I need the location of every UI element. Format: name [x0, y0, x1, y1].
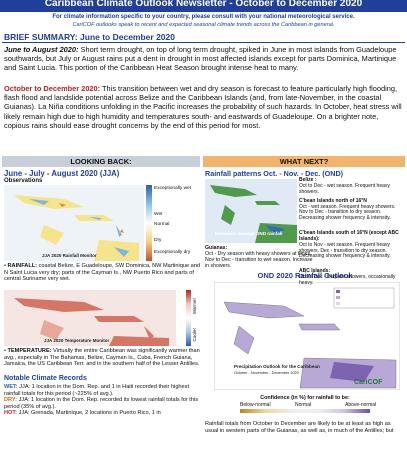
header-title: Caribbean Climate Outlook Newsletter - O… [44, 0, 363, 9]
region-name: C'bean Islands north of 16°N [299, 197, 367, 204]
temp-legend-label: Warmer [192, 298, 197, 315]
lead: October to December 2020: [4, 84, 101, 93]
region-text: Oct to Dec - wet season. Frequent heavy … [299, 183, 390, 195]
region-text: Oct - wet season. Frequent heavy showers… [299, 203, 396, 222]
text: Virtually the entire Caribbean was signi… [4, 348, 200, 368]
outlook-title: OND 2020 Rainfall Outlook [257, 271, 353, 280]
record: WET: JJA: 1 location in the Dom. Rep. an… [4, 384, 200, 397]
record-text: JJA: Grenada, Martinique, 2 locations in… [18, 410, 161, 416]
region-text: Oct to Nov - wet season. Frequent heavy … [299, 241, 391, 260]
confidence-label: Above-normal [345, 402, 377, 408]
bottom-text: Rainfall totals from October to December… [205, 421, 394, 434]
name: Guianas: [205, 245, 228, 251]
summary-bar: BRIEF SUMMARY: June to December 2020 [2, 32, 405, 43]
rain-map: JJA 2020 Rainfall Monitor [4, 185, 144, 261]
record-tag: DRY: [4, 397, 18, 403]
left-title: June - July - August 2020 (JJA) [4, 169, 120, 178]
record-text: JJA: 1 location in the Dom. Rep. recorde… [4, 397, 199, 410]
ond-map: Historical average OND rainfall [205, 179, 297, 243]
text: This transition between wet and dry seas… [4, 84, 402, 130]
rain-legend-label: Exceptionally wet [154, 186, 192, 191]
text: Oct - Dry season with heavy showers at t… [205, 251, 313, 269]
outlook-map-sub: October - November - December 2020 [234, 371, 299, 375]
rain-caption: JJA 2020 Rainfall Monitor [42, 253, 97, 258]
text: coastal Belize, E Guadeloupe, SW Dominic… [4, 263, 200, 283]
text: Short term drought, on top of long term … [4, 45, 397, 73]
confidence-label: Below-normal [240, 402, 271, 408]
lead: RAINFALL: [7, 263, 38, 269]
record-tag: HOT: [4, 410, 18, 416]
rain-legend-label: Wet [154, 212, 163, 217]
logo: CariCOF [354, 379, 383, 386]
temp-legend-bar [186, 290, 191, 346]
right-title: Rainfall patterns Oct. - Nov. - Dec. (ON… [205, 169, 344, 178]
outlook-map: Precipitation Outlook for the Caribbean … [214, 282, 400, 390]
lead: TEMPERATURE: [7, 348, 52, 354]
temp-map: JJA 2020 Temperature Monitor [4, 290, 176, 346]
right-heading: WHAT NEXT? [203, 156, 405, 167]
record-text: JJA: 1 location in the Dom. Rep. and 1 i… [4, 384, 190, 397]
left-heading: LOOKING BACK: [2, 156, 200, 167]
region-name: C'bean Islands south of 16°N (except ABC… [299, 229, 399, 242]
ond-map-label: Historical average OND rainfall [215, 231, 282, 236]
rain-bullet: • RAINFALL: coastal Belize, E Guadeloupe… [4, 263, 200, 283]
header-bar: Caribbean Climate Outlook Newsletter - O… [0, 0, 407, 12]
records-title: Notable Climate Records [4, 375, 87, 382]
confidence-title: Confidence (in %) for rainfall to be: [260, 395, 350, 401]
temp-legend-label: Cooler [192, 328, 197, 342]
summary-p2: October to December 2020: This transitio… [4, 84, 404, 130]
confidence-bar [240, 409, 370, 413]
region-name: Belize : [299, 177, 317, 183]
lead: June to August 2020: [4, 45, 79, 54]
summary-p1: June to August 2020: Short term drought,… [4, 45, 404, 73]
rain-legend-label: Exceptionally dry [154, 250, 191, 255]
rain-legend-bar [146, 185, 152, 261]
record-tag: WET: [4, 384, 18, 390]
confidence-label: Normal [295, 402, 312, 408]
header-subnote: CariCOF outlooks speak to recent and exp… [72, 22, 335, 28]
region-name: ABC Islands: [299, 268, 331, 274]
record: DRY: JJA: 1 location in the Dom. Rep. re… [4, 397, 200, 410]
header-note: For climate information specific to your… [52, 14, 355, 20]
region-text: Oct to Dec - frequent showers, occasiona… [299, 274, 396, 286]
outlook-map-title: Precipitation Outlook for the Caribbean [234, 364, 320, 369]
rain-legend-label: Dry [154, 238, 162, 243]
temp-bullet: • TEMPERATURE: Virtually the entire Cari… [4, 348, 200, 368]
summary-heading: BRIEF SUMMARY: June to December 2020 [4, 32, 175, 42]
record: HOT: JJA: Grenada, Martinique, 2 locatio… [4, 410, 200, 417]
temp-caption: JJA 2020 Temperature Monitor [44, 338, 110, 343]
left-subtitle: Observations [4, 178, 43, 184]
guianas: Guianas: Oct - Dry season with heavy show… [205, 245, 315, 269]
rain-legend-label: Normal [154, 222, 170, 227]
